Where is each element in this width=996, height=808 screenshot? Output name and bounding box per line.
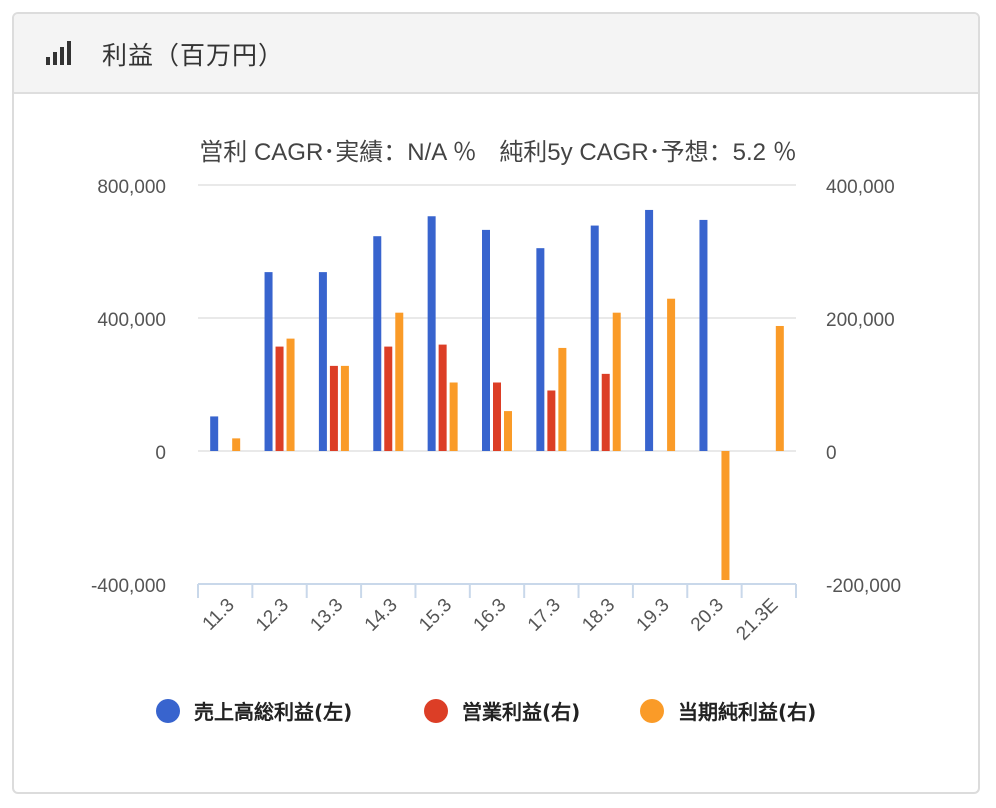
bar-net-18.3 — [612, 312, 621, 451]
operating-cagr-label: 営利 CAGR･実績：N/A ％ — [199, 139, 477, 166]
bar-net-19.3 — [667, 298, 676, 451]
bar-operating-14.3 — [384, 346, 393, 451]
bar-sales-13.3 — [318, 272, 327, 451]
x-tick-label: 12.3 — [252, 595, 293, 636]
bar-signal-icon — [46, 41, 71, 65]
net-cagr-label: 純利5y CAGR･予想：5.2 ％ — [499, 139, 797, 166]
bar-net-12.3 — [286, 338, 295, 451]
x-tick-label: 21.3E — [732, 595, 782, 645]
x-tick-label: 11.3 — [199, 595, 239, 635]
x-tick-label: 20.3 — [687, 595, 728, 636]
x-tick-label: 13.3 — [306, 595, 347, 636]
legend-item-sales[interactable]: 売上高総利益(左) — [156, 696, 352, 725]
y-right-tick-label: 0 — [826, 443, 837, 464]
legend-label-sales: 売上高総利益(左) — [194, 700, 353, 724]
y-left-tick-label: 800,000 — [97, 177, 166, 198]
x-tick-label: 15.3 — [415, 595, 456, 636]
bar-net-17.3 — [558, 347, 567, 451]
x-tick-label: 19.3 — [633, 595, 674, 636]
y-left-tick-label: 0 — [155, 443, 166, 464]
bar-sales-11.3 — [210, 416, 219, 451]
bar-sales-18.3 — [590, 225, 599, 451]
y-left-tick-label: 400,000 — [97, 310, 166, 331]
legend-dot-operating — [424, 698, 448, 723]
bar-sales-15.3 — [427, 216, 436, 451]
card-header: 利益（百万円） — [14, 14, 978, 94]
legend-dot-net — [640, 698, 664, 723]
x-tick-label: 17.3 — [524, 595, 565, 636]
card-title: 利益（百万円） — [102, 41, 285, 70]
bar-sales-20.3 — [699, 219, 708, 451]
bar-sales-16.3 — [482, 229, 490, 451]
x-tick-label: 14.3 — [361, 595, 402, 636]
chart-legend: 売上高総利益(左) 営業利益(右) 当期純利益(右) — [0, 696, 996, 728]
legend-label-operating: 営業利益(右) — [462, 700, 581, 724]
bar-sales-17.3 — [536, 248, 545, 451]
y-right-tick-label: 200,000 — [826, 310, 895, 331]
bar-net-21.3E — [775, 325, 784, 451]
y-left-tick-label: -400,000 — [91, 576, 166, 597]
bar-operating-18.3 — [601, 373, 610, 451]
legend-dot-sales — [156, 698, 180, 723]
x-tick-label: 18.3 — [578, 595, 619, 636]
bar-net-14.3 — [395, 312, 404, 451]
bar-net-13.3 — [340, 365, 349, 451]
bar-net-15.3 — [449, 382, 458, 451]
y-right-tick-label: 400,000 — [826, 177, 895, 198]
bars-layer — [210, 209, 784, 581]
chart-subtitle: 営利 CAGR･実績：N/A ％ 純利5y CAGR･予想：5.2 ％ — [0, 132, 996, 167]
bar-operating-16.3 — [493, 382, 501, 451]
profit-chart-card: 利益（百万円） — [12, 12, 980, 794]
bar-operating-13.3 — [329, 365, 338, 451]
bar-operating-12.3 — [275, 346, 284, 451]
bar-net-20.3 — [721, 451, 730, 581]
bar-sales-19.3 — [645, 209, 654, 451]
y-right-tick-label: -200,000 — [826, 576, 901, 597]
x-tick-label: 16.3 — [470, 595, 511, 636]
legend-label-net: 当期純利益(右) — [678, 700, 817, 724]
bar-sales-12.3 — [264, 272, 273, 451]
bar-sales-14.3 — [373, 236, 382, 451]
bar-operating-17.3 — [547, 390, 556, 451]
legend-item-net[interactable]: 当期純利益(右) — [640, 696, 816, 725]
bar-net-11.3 — [232, 438, 241, 451]
bar-net-16.3 — [504, 411, 512, 451]
legend-item-operating[interactable]: 営業利益(右) — [424, 696, 580, 725]
bar-operating-15.3 — [438, 344, 447, 451]
